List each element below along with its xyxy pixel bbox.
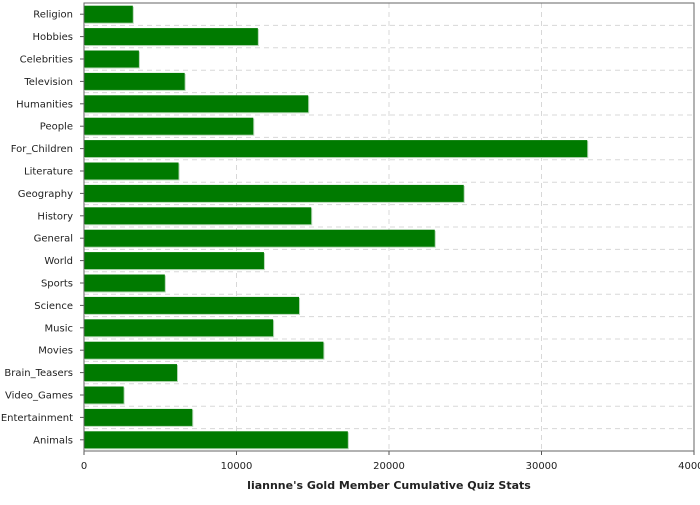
category-label: World xyxy=(44,256,73,267)
bar xyxy=(84,364,178,382)
x-tick-label: 10000 xyxy=(221,461,253,472)
x-tick-label: 30000 xyxy=(526,461,558,472)
bar xyxy=(84,184,464,202)
x-tick-label: 0 xyxy=(81,461,87,472)
bar xyxy=(84,252,264,270)
plot-frame xyxy=(83,2,695,452)
category-label: Geography xyxy=(18,189,73,200)
category-label: Brain_Teasers xyxy=(4,368,73,379)
category-label: Music xyxy=(45,323,73,334)
bar xyxy=(84,274,165,292)
bar xyxy=(84,140,588,158)
axis-layer xyxy=(80,2,695,455)
bar xyxy=(84,296,300,314)
x-axis-title: liannne's Gold Member Cumulative Quiz St… xyxy=(247,479,531,492)
bar xyxy=(84,28,258,46)
bar xyxy=(84,341,324,359)
x-tick-label: 40000 xyxy=(678,461,700,472)
bar xyxy=(84,5,133,23)
bar xyxy=(84,229,435,247)
bar xyxy=(84,162,179,180)
bar xyxy=(84,117,254,135)
bar xyxy=(84,207,312,225)
grid-layer xyxy=(84,3,695,451)
category-label: Sports xyxy=(41,279,73,290)
category-label: For_Children xyxy=(11,144,73,155)
category-label: Religion xyxy=(33,10,73,21)
category-label: Animals xyxy=(33,435,73,446)
bar xyxy=(84,72,185,90)
bar xyxy=(84,386,124,404)
category-label: History xyxy=(37,211,73,222)
category-label: Science xyxy=(34,301,73,312)
category-label: Television xyxy=(23,77,73,88)
bar xyxy=(84,319,274,337)
category-label: Celebrities xyxy=(20,55,73,66)
bars-layer xyxy=(84,5,589,450)
bar xyxy=(84,95,309,113)
bar xyxy=(84,431,348,449)
category-label: Entertainment xyxy=(1,413,73,424)
category-label: Video_Games xyxy=(5,391,73,402)
labels-layer: 0 10000 20000 30000 40000 Religion Hobbies Cele… xyxy=(1,10,700,472)
x-tick-label: 20000 xyxy=(373,461,405,472)
bar xyxy=(84,50,139,68)
category-label: Literature xyxy=(24,167,73,178)
category-label: General xyxy=(34,234,73,245)
bar xyxy=(84,408,193,426)
category-label: Hobbies xyxy=(33,32,73,43)
category-label: People xyxy=(40,122,73,133)
category-label: Humanities xyxy=(16,99,73,110)
category-label: Movies xyxy=(38,346,73,357)
